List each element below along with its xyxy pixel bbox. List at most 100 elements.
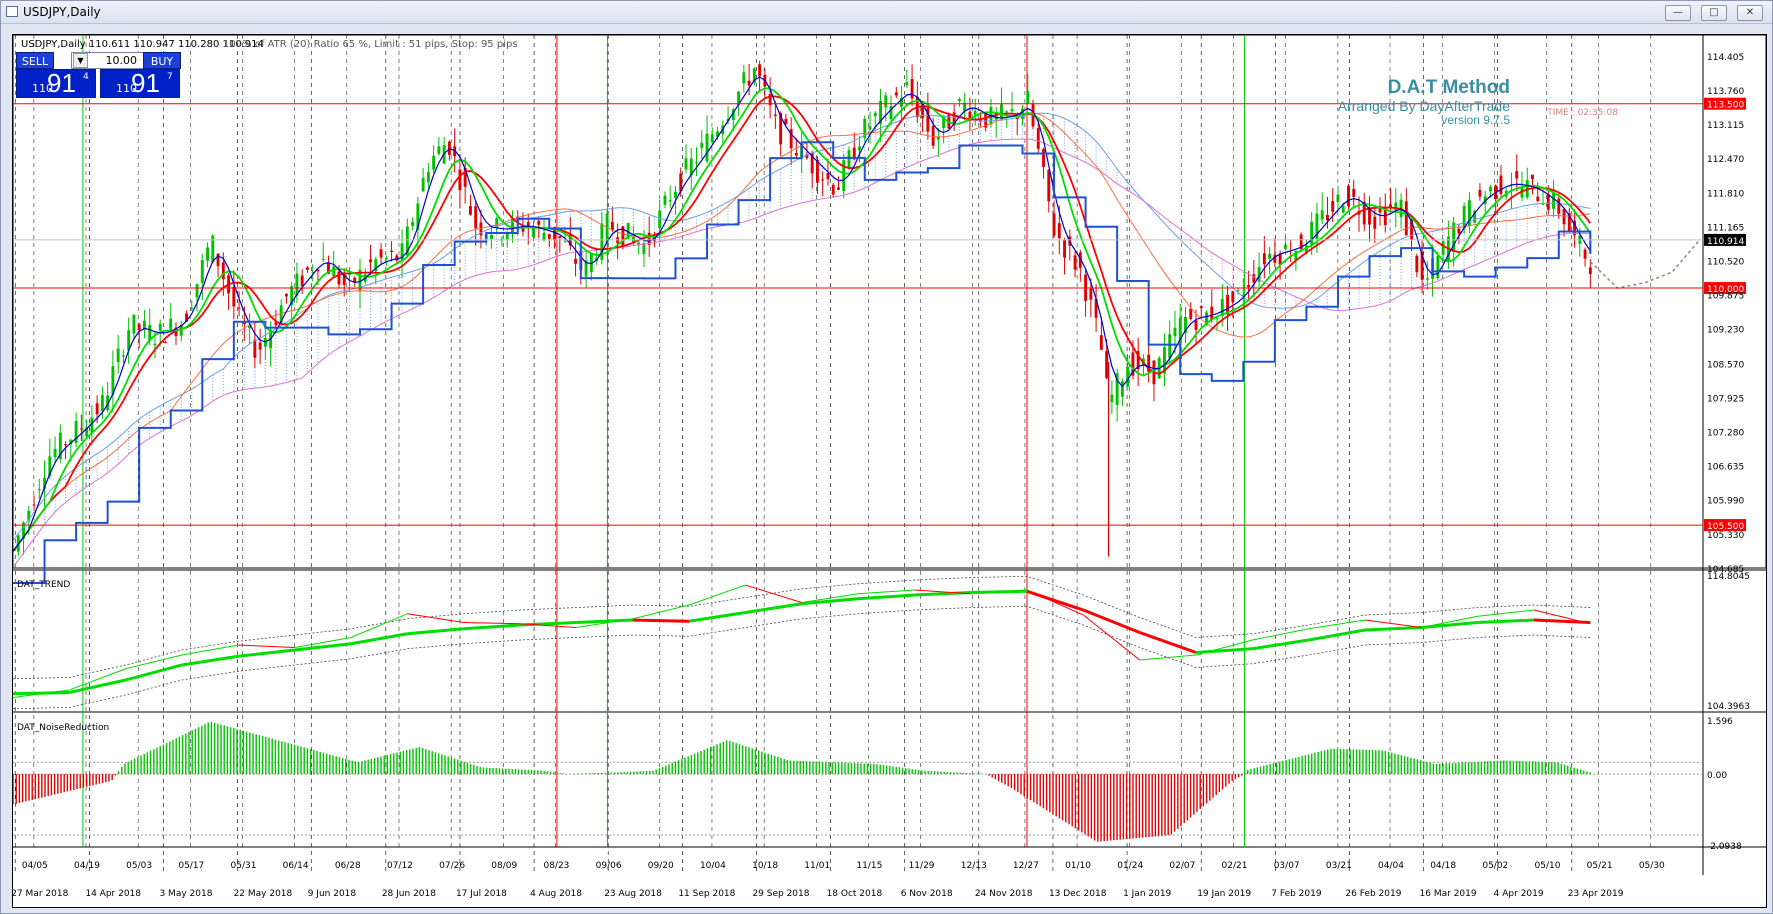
candle-body xyxy=(1420,251,1424,280)
candle-body xyxy=(1583,249,1587,259)
brand-arranged: Arranged By DayAfterTrade xyxy=(1337,98,1510,114)
candle-body xyxy=(542,232,546,241)
sell-quote[interactable]: 110 91 4 xyxy=(16,68,96,98)
lot-dropdown-icon[interactable]: ▼ xyxy=(73,53,88,68)
candle-body xyxy=(926,107,930,132)
candle-body xyxy=(1047,169,1051,202)
candle-body xyxy=(1194,320,1198,330)
y-tick-label: 109.875 xyxy=(1707,292,1744,302)
buy-quote[interactable]: 110 91 7 xyxy=(100,68,180,98)
trend-fast-segment xyxy=(125,654,183,670)
candle-body xyxy=(437,146,441,155)
candle-body xyxy=(221,262,225,280)
candle-body xyxy=(642,242,646,255)
candle-body xyxy=(79,428,83,430)
candle-body xyxy=(290,286,294,306)
x-tick-label-bottom: 19 Jan 2019 xyxy=(1197,889,1251,899)
candle-body xyxy=(1147,354,1151,372)
candle-body xyxy=(679,173,683,192)
candle-body xyxy=(658,210,662,229)
candle-body xyxy=(1215,317,1219,319)
candle-body xyxy=(779,113,783,145)
candle-body xyxy=(195,283,199,298)
candle-body xyxy=(942,115,946,129)
candle-body xyxy=(747,80,751,86)
x-tick-label-top: 02/07 xyxy=(1169,861,1195,871)
candle-body xyxy=(348,273,351,275)
lot-size-input[interactable]: 10.00 xyxy=(71,52,156,69)
candle-body xyxy=(111,366,115,395)
candle-body xyxy=(1478,189,1482,197)
candle-body xyxy=(1467,200,1471,226)
candle-body xyxy=(858,146,861,151)
close-button[interactable]: ✕ xyxy=(1737,5,1763,21)
sell-button[interactable]: SELL xyxy=(16,52,54,69)
candle-body xyxy=(1178,317,1182,345)
candle-body xyxy=(984,111,988,128)
x-tick-label-top: 10/04 xyxy=(700,861,726,871)
candle-body xyxy=(505,232,509,240)
trend-fast-segment xyxy=(1195,639,1253,656)
candle-body xyxy=(1310,221,1314,246)
projection-path xyxy=(1589,240,1700,289)
trend-main-segment xyxy=(1477,618,1535,625)
candle-body xyxy=(327,262,330,274)
candle-body xyxy=(952,112,956,126)
candle-body xyxy=(179,325,183,336)
y-tick-label: 109.230 xyxy=(1707,326,1744,336)
candle-body xyxy=(1184,316,1187,334)
candle-body xyxy=(826,173,830,180)
candle-body xyxy=(1115,373,1119,406)
candle-body xyxy=(384,257,388,259)
maximize-button[interactable]: □ xyxy=(1701,5,1727,21)
trend-main-segment xyxy=(69,678,126,694)
trend-main-segment xyxy=(181,654,239,667)
candle-body xyxy=(978,118,982,122)
main-panel-frame xyxy=(13,35,1766,569)
candle-body xyxy=(963,102,967,112)
trend-fast-segment xyxy=(1364,619,1422,629)
trend-y-tick: 114.8045 xyxy=(1707,572,1750,582)
candle-body xyxy=(1010,109,1014,112)
candle-body xyxy=(200,260,204,283)
candle-body xyxy=(1436,255,1440,279)
x-tick-label-top: 01/10 xyxy=(1065,861,1091,871)
candle-body xyxy=(1404,201,1408,236)
candle-body xyxy=(789,129,793,149)
candle-body xyxy=(784,118,788,125)
kijun-step-line xyxy=(13,141,1592,585)
minimize-button[interactable]: — xyxy=(1665,5,1691,21)
x-tick-label-bottom: 26 Feb 2019 xyxy=(1345,889,1401,899)
candle-body xyxy=(1036,128,1040,149)
candle-body xyxy=(1541,203,1545,205)
candle-body xyxy=(936,136,940,140)
x-tick-label-top: 05/03 xyxy=(126,861,152,871)
candle-body xyxy=(1210,306,1214,320)
candle-body xyxy=(758,64,762,77)
candle-body xyxy=(69,439,73,445)
candle-body xyxy=(716,131,719,137)
x-tick-label-top: 05/31 xyxy=(231,861,257,871)
candle-body xyxy=(894,92,898,96)
candle-body xyxy=(526,222,530,229)
current-price-label: 110.914 xyxy=(1707,237,1744,247)
trend-fast-segment xyxy=(519,623,577,629)
candle-body xyxy=(132,314,136,334)
chart-area[interactable]: 113.500 110.000 105.500 110.914 27 Mar 2018… xyxy=(12,34,1767,908)
candle-body xyxy=(1005,111,1009,113)
chart-svg: 113.500 110.000 105.500 110.914 27 Mar 2018… xyxy=(13,35,1766,899)
candle-body xyxy=(553,227,556,240)
trend-band-lower xyxy=(13,605,1591,710)
candle-body xyxy=(495,218,499,228)
buy-button[interactable]: BUY xyxy=(143,52,181,69)
trend-main-segment xyxy=(1139,631,1197,654)
x-tick-label-bottom: 22 May 2018 xyxy=(234,889,293,899)
candle-body xyxy=(1220,298,1224,317)
sell-quote-sup: 4 xyxy=(83,72,89,82)
candle-body xyxy=(1000,104,1003,119)
current-price-box xyxy=(1704,233,1746,246)
candle-body xyxy=(1247,285,1251,288)
candle-body xyxy=(1278,253,1282,265)
candle-body xyxy=(1105,351,1109,378)
x-tick-label-top: 06/14 xyxy=(283,861,309,871)
